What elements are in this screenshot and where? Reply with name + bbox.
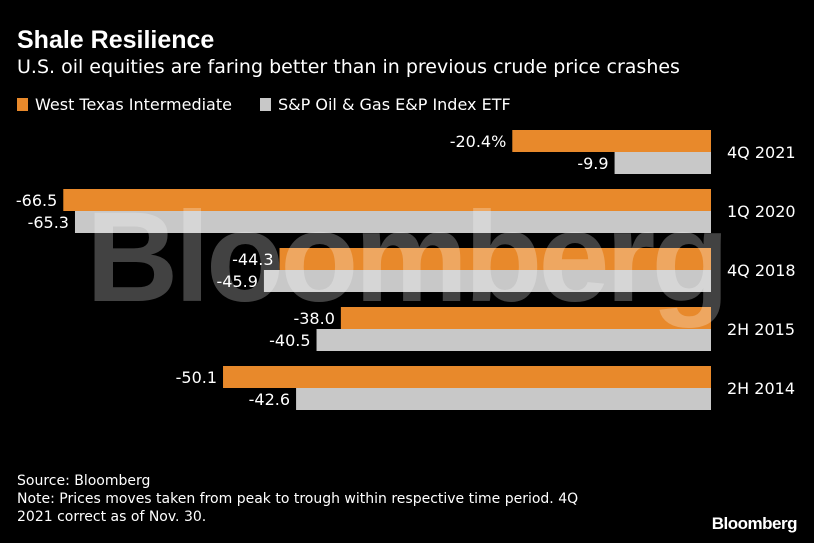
bar-etf-4q-2018	[263, 270, 711, 292]
legend-item-etf: S&P Oil & Gas E&P Index ETF	[260, 95, 511, 114]
bar-wti-4q-2018	[279, 248, 711, 270]
legend-label-wti: West Texas Intermediate	[35, 95, 232, 114]
category-label-4q-2021: 4Q 2021	[727, 143, 796, 162]
bar-wti-1q-2020	[63, 189, 712, 211]
source-note: Source: Bloomberg	[17, 473, 151, 489]
chart-subtitle: U.S. oil equities are faring better than…	[17, 56, 680, 78]
data-label-etf-4q-2021: -9.9	[577, 154, 608, 173]
bar-etf-1q-2020	[74, 211, 711, 233]
bar-wti-4q-2021	[512, 130, 711, 152]
bar-etf-2h-2014	[296, 388, 711, 410]
footnote: Source: Bloomberg Note: Prices moves tak…	[17, 472, 657, 526]
chart-title: Shale Resilience	[17, 26, 215, 54]
data-label-wti-2h-2014: -50.1	[176, 368, 217, 387]
legend-swatch-etf	[260, 98, 271, 111]
bar-etf-2h-2015	[316, 329, 711, 351]
data-label-wti-1q-2020: -66.5	[16, 191, 57, 210]
data-label-etf-4q-2018: -45.9	[217, 272, 258, 291]
legend-swatch-wti	[17, 98, 28, 111]
legend-item-wti: West Texas Intermediate	[17, 95, 232, 114]
legend-label-etf: S&P Oil & Gas E&P Index ETF	[278, 95, 511, 114]
category-label-2h-2015: 2H 2015	[727, 320, 795, 339]
note-line-1: Note: Prices moves taken from peak to tr…	[17, 491, 579, 507]
data-label-etf-1q-2020: -65.3	[28, 213, 69, 232]
bar-etf-4q-2021	[614, 152, 711, 174]
category-label-4q-2018: 4Q 2018	[727, 261, 796, 280]
note-line-2: 2021 correct as of Nov. 30.	[17, 509, 207, 525]
data-label-wti-4q-2018: -44.3	[232, 250, 273, 269]
bar-wti-2h-2015	[340, 307, 711, 329]
data-label-etf-2h-2014: -42.6	[249, 390, 290, 409]
data-label-wti-2h-2015: -38.0	[293, 309, 334, 328]
category-label-2h-2014: 2H 2014	[727, 379, 795, 398]
bloomberg-logo: Bloomberg	[711, 514, 798, 533]
data-label-etf-2h-2015: -40.5	[269, 331, 310, 350]
bar-chart: -20.4% -9.9 4Q 2021 -66.5 -65.3 1Q 2020 -44.3 -…	[16, 130, 796, 410]
bar-wti-2h-2014	[223, 366, 711, 388]
data-label-wti-4q-2021: -20.4%	[450, 132, 507, 151]
category-label-1q-2020: 1Q 2020	[727, 202, 796, 221]
